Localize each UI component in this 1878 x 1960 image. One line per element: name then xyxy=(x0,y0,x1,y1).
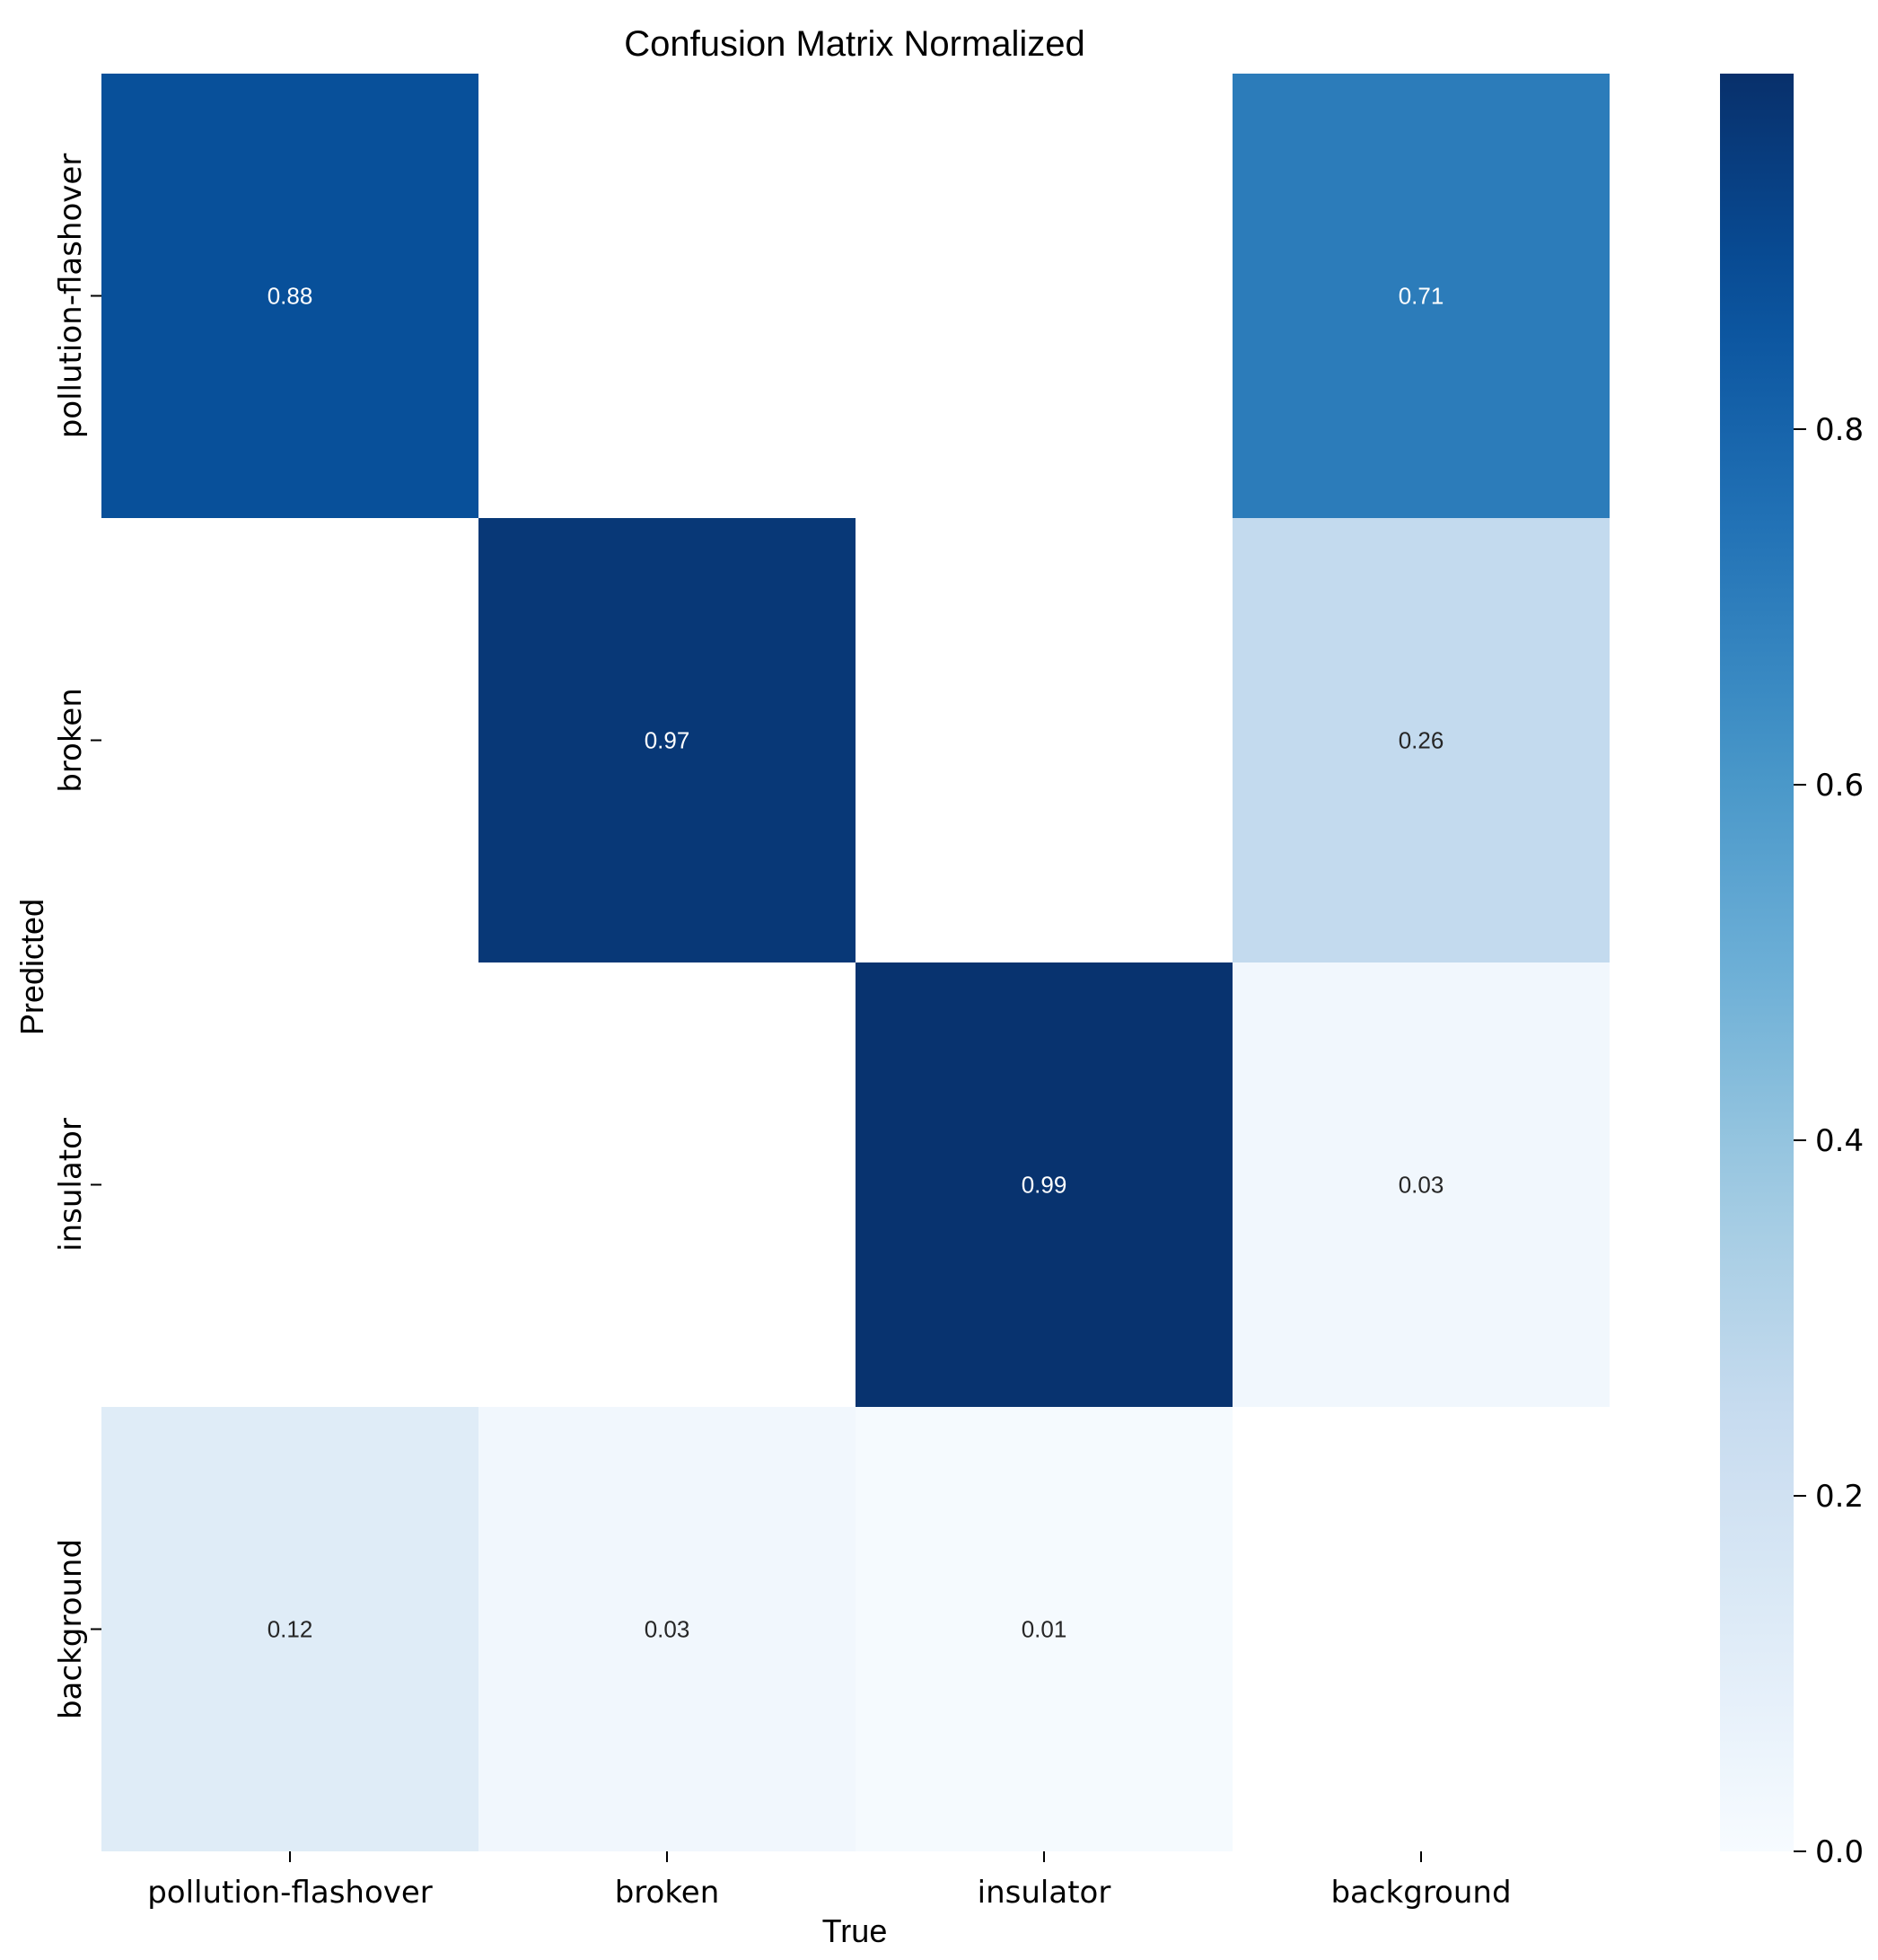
cell-broken-pollution-flashover xyxy=(101,518,478,962)
cell-background-background xyxy=(1233,1407,1610,1851)
x-axis-ticks: pollution-flashover broken insulator backgr… xyxy=(147,1851,1512,1911)
cell-value-label: 0.03 xyxy=(1399,1172,1444,1199)
cell-insulator-background xyxy=(1233,962,1610,1407)
cell-value-label: 0.97 xyxy=(645,727,690,754)
cell-insulator-broken xyxy=(478,962,856,1407)
colorbar-tick-label: 0.6 xyxy=(1815,768,1864,804)
cell-pollution-flashover-broken xyxy=(478,74,856,518)
cell-pollution-flashover-pollution-flashover xyxy=(101,74,478,518)
y-tick-label-pollution-flashover: pollution-flashover xyxy=(53,154,89,439)
cell-value-label: 0.12 xyxy=(268,1616,313,1643)
y-tick-label-insulator: insulator xyxy=(53,1118,89,1252)
cell-background-pollution-flashover xyxy=(101,1407,478,1851)
cell-value-label: 0.26 xyxy=(1399,727,1444,754)
y-axis-ticks: pollution-flashover broken insulator backgr… xyxy=(53,154,101,1719)
y-tick-label-broken: broken xyxy=(53,688,89,793)
x-tick-label-background: background xyxy=(1330,1875,1511,1911)
y-tick-label-background: background xyxy=(53,1539,89,1719)
heatmap-cells xyxy=(101,74,1610,1851)
cell-broken-insulator xyxy=(856,518,1233,962)
cell-value-label: 0.01 xyxy=(1022,1616,1067,1643)
cell-value-label: 0.71 xyxy=(1399,283,1444,310)
x-tick-label-broken: broken xyxy=(615,1875,720,1911)
cell-pollution-flashover-insulator xyxy=(856,74,1233,518)
chart-title: Confusion Matrix Normalized xyxy=(624,24,1085,64)
colorbar-tick-label: 0.8 xyxy=(1815,412,1864,448)
colorbar-tick-label: 0.4 xyxy=(1815,1123,1864,1159)
colorbar-tick-label: 0.2 xyxy=(1815,1479,1864,1515)
cell-broken-background xyxy=(1233,518,1610,962)
heatmap-cell-labels: 0.88 0.71 0.97 0.26 0.99 0.03 0.12 0.03 0.01 xyxy=(268,283,1444,1643)
colorbar xyxy=(1720,74,1794,1851)
cell-pollution-flashover-background xyxy=(1233,74,1610,518)
cell-value-label: 0.99 xyxy=(1022,1172,1067,1199)
y-axis-label: Predicted xyxy=(13,899,50,1035)
colorbar-ticks: 0.0 0.2 0.4 0.6 0.8 xyxy=(1794,412,1864,1870)
cell-insulator-pollution-flashover xyxy=(101,962,478,1407)
cell-insulator-insulator xyxy=(856,962,1233,1407)
x-tick-label-insulator: insulator xyxy=(978,1875,1111,1911)
cell-background-broken xyxy=(478,1407,856,1851)
x-axis-label: True xyxy=(822,1912,888,1949)
cell-broken-broken xyxy=(478,518,856,962)
x-tick-label-pollution-flashover: pollution-flashover xyxy=(147,1875,433,1911)
cell-value-label: 0.03 xyxy=(645,1616,690,1643)
colorbar-tick-label: 0.0 xyxy=(1815,1834,1864,1870)
cell-value-label: 0.88 xyxy=(268,283,313,310)
cell-background-insulator xyxy=(856,1407,1233,1851)
